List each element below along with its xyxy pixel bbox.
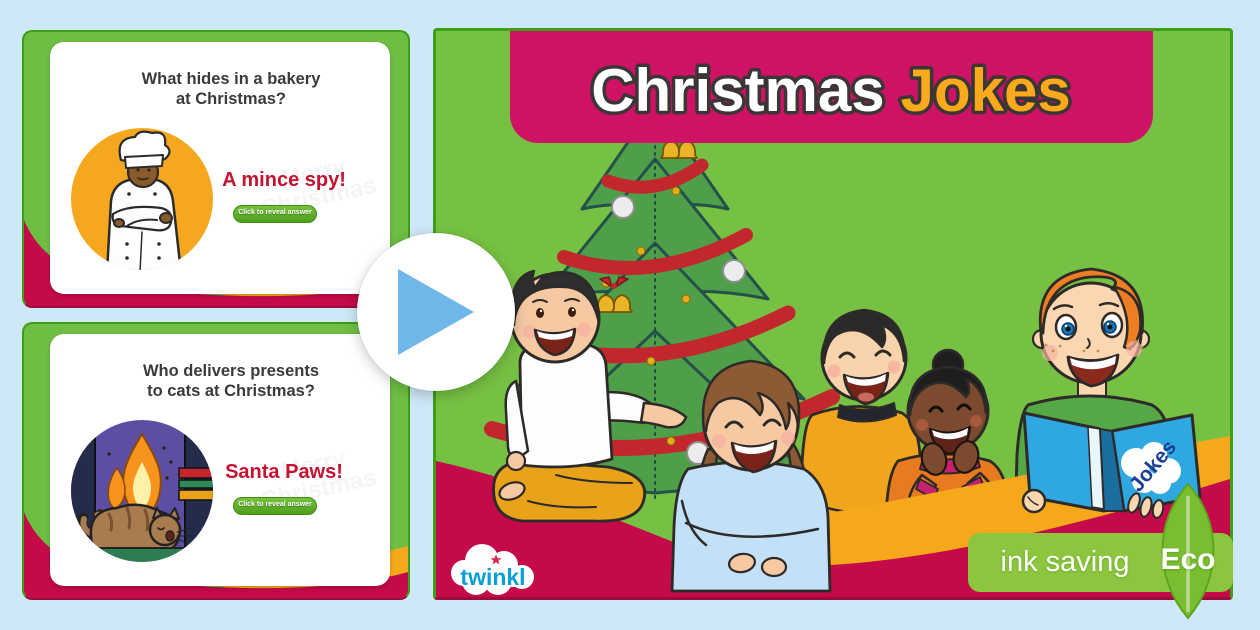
chef-icon [71, 128, 213, 270]
reveal-answer-button[interactable]: Click to reveal answer [233, 205, 317, 223]
joke-question: Who delivers presents to cats at Christm… [142, 362, 320, 401]
child-plaits [670, 359, 832, 593]
jokes-book: Jokes [1021, 411, 1202, 519]
joke-answer: A mince spy! [222, 169, 346, 191]
reveal-answer-button[interactable]: Click to reveal answer [233, 497, 317, 515]
twinkl-star-icon [490, 554, 502, 565]
joke-card: Merry Christmas Who delivers presents to… [50, 334, 390, 586]
cat-by-fireplace-icon [71, 420, 213, 562]
slide-preview-1[interactable]: Merry Christmas What hides in a bakery a… [22, 30, 410, 308]
eco-leaf-icon [1161, 482, 1215, 620]
eco-label: Eco [1160, 543, 1216, 576]
ink-saving-label: ink saving [1000, 546, 1130, 578]
twinkl-logo: twinkl [451, 544, 534, 595]
slide-title: Christmas Jokes [591, 57, 1071, 124]
joke-answer: Santa Paws! [225, 461, 343, 483]
twinkl-wordmark: twinkl [460, 564, 525, 590]
child-sitting [492, 269, 688, 523]
play-button[interactable] [357, 233, 515, 391]
slide-preview-2[interactable]: Merry Christmas Who delivers presents to… [22, 322, 410, 600]
bells-icon [595, 276, 633, 313]
joke-card: Merry Christmas What hides in a bakery a… [50, 42, 390, 294]
title-banner: Christmas Jokes [510, 31, 1153, 143]
play-triangle-icon [398, 269, 474, 355]
joke-question: What hides in a bakery at Christmas? [141, 70, 321, 109]
main-slide[interactable]: Jokes Christmas Jokes twinkl [433, 28, 1233, 600]
